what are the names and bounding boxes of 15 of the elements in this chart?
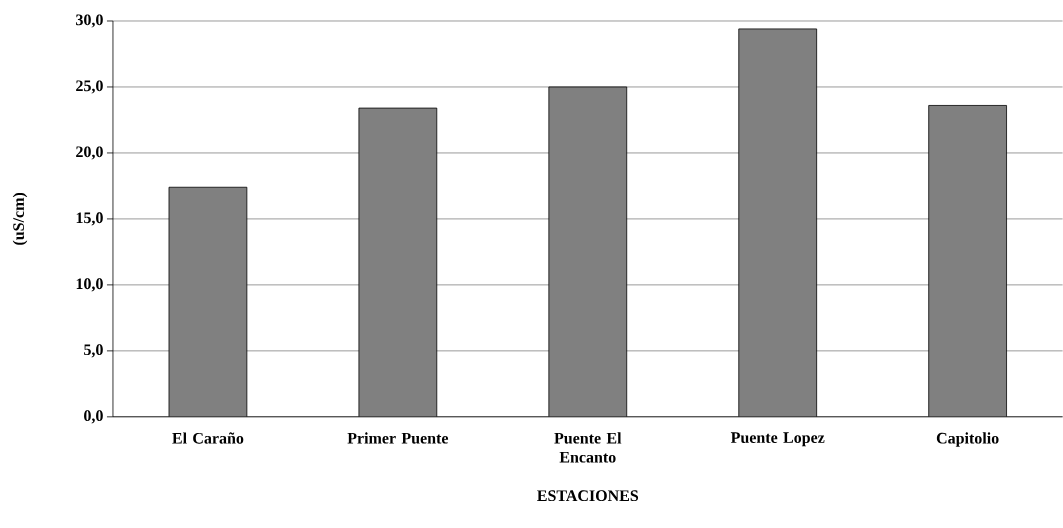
x-tick-label: Primer Puente (347, 432, 449, 444)
x-tick-label: Puente El Encanto (554, 432, 622, 463)
y-tick-label: 25,0 (76, 80, 103, 94)
y-tick-label: 30,0 (76, 14, 103, 28)
y-tick-label: 0,0 (84, 410, 103, 424)
bar (168, 187, 247, 417)
x-tick-label: Puente Lopez (730, 432, 825, 447)
x-axis-title: ESTACIONES (537, 490, 639, 502)
y-tick-label: 10,0 (76, 278, 103, 292)
x-tick-label: El Caraño (172, 432, 244, 444)
y-tick-label: 15,0 (76, 212, 103, 226)
x-tick-label: Capitolio (936, 432, 999, 447)
y-axis-title: (uS/cm) (12, 193, 28, 245)
y-tick-label: 20,0 (76, 146, 103, 160)
y-tick-label: 5,0 (84, 344, 103, 358)
